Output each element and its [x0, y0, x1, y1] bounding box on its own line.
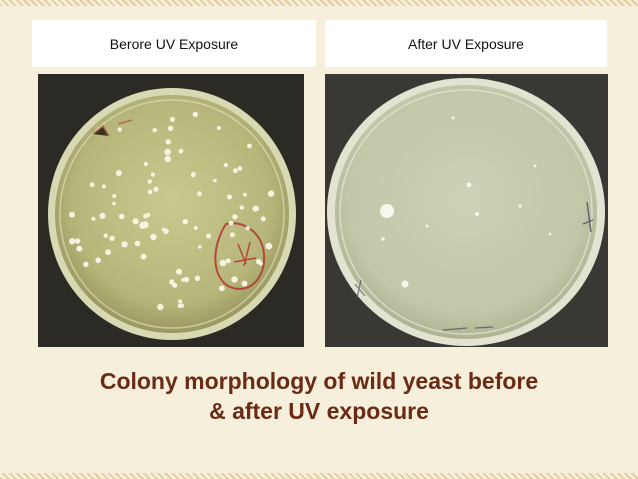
- yeast-colony: [255, 206, 260, 211]
- yeast-colony: [157, 303, 164, 311]
- yeast-colony: [150, 172, 155, 177]
- yeast-colony: [179, 303, 184, 308]
- yeast-colony: [95, 257, 101, 264]
- yeast-colony: [197, 191, 202, 197]
- figure-caption: Colony morphology of wild yeast before &…: [0, 366, 638, 426]
- yeast-colony: [143, 161, 148, 166]
- yeast-colony: [178, 299, 183, 304]
- yeast-colony: [247, 143, 252, 149]
- caption-line-2: & after UV exposure: [209, 398, 429, 424]
- yeast-colony: [141, 221, 149, 229]
- caption-line-1: Colony morphology of wild yeast before: [99, 368, 539, 394]
- yeast-colony: [101, 184, 106, 189]
- yeast-colony: [165, 139, 171, 145]
- yeast-colony: [99, 212, 106, 219]
- before-uv-petri-dish-image: [38, 74, 304, 347]
- yeast-colony: [229, 232, 235, 238]
- yeast-colony: [112, 194, 117, 199]
- yeast-colony: [228, 220, 234, 226]
- yeast-colony: [147, 179, 152, 184]
- yeast-colony: [182, 218, 188, 225]
- yeast-colony: [237, 166, 243, 171]
- yeast-colony: [219, 259, 227, 267]
- after-uv-petri-dish-image: [325, 74, 608, 347]
- yeast-colony: [183, 276, 190, 283]
- yeast-colony: [134, 240, 141, 247]
- yeast-colony: [152, 128, 157, 133]
- yeast-colony: [219, 285, 225, 292]
- yeast-colony: [241, 280, 248, 287]
- yeast-colony: [176, 268, 183, 275]
- yeast-colony: [74, 238, 81, 244]
- yeast-colony: [150, 233, 157, 241]
- yeast-colony: [239, 205, 244, 210]
- yeast-colony: [216, 126, 221, 130]
- yeast-colony: [169, 116, 175, 122]
- before-uv-label: Berore UV Exposure: [109, 35, 239, 52]
- yeast-colony: [243, 192, 247, 197]
- yeast-colony: [191, 172, 196, 177]
- yeast-colony: [117, 127, 122, 132]
- after-uv-petri-dish-photo: [325, 74, 608, 347]
- yeast-colony: [227, 194, 232, 200]
- yeast-colony: [161, 227, 166, 232]
- yeast-colony: [105, 249, 111, 256]
- yeast-colony: [153, 186, 159, 192]
- yeast-colony: [223, 162, 228, 168]
- decorative-border-bottom: [0, 473, 638, 479]
- yeast-colony: [140, 253, 147, 260]
- yeast-colony: [178, 148, 184, 154]
- yeast-colony: [164, 148, 171, 156]
- before-uv-label-box: Berore UV Exposure: [32, 20, 316, 67]
- yeast-colony: [112, 201, 116, 206]
- yeast-colony: [192, 111, 198, 118]
- yeast-colony: [69, 238, 76, 245]
- yeast-colony: [194, 275, 201, 281]
- yeast-colony: [132, 218, 139, 225]
- yeast-colony: [258, 261, 263, 266]
- yeast-colony: [76, 245, 83, 252]
- yeast-colony: [164, 155, 171, 163]
- before-uv-petri-dish-photo: [38, 74, 304, 347]
- yeast-colony: [167, 125, 174, 131]
- yeast-colony: [69, 211, 75, 218]
- yeast-colony: [103, 233, 108, 238]
- yeast-colony: [118, 213, 125, 220]
- yeast-colony: [89, 182, 95, 188]
- yeast-colony: [198, 245, 202, 249]
- yeast-colony: [83, 261, 89, 268]
- yeast-colony: [91, 216, 96, 221]
- yeast-colony: [143, 213, 148, 219]
- yeast-colony: [115, 170, 122, 177]
- yeast-colony: [121, 241, 128, 248]
- yeast-colony: [267, 190, 275, 197]
- yeast-colony: [232, 214, 238, 220]
- yeast-colony: [245, 226, 250, 231]
- after-uv-label-box: After UV Exposure: [325, 20, 607, 67]
- after-uv-label: After UV Exposure: [408, 35, 524, 52]
- yeast-colony: [265, 242, 273, 250]
- yeast-colony: [213, 178, 217, 183]
- yeast-colony: [181, 278, 185, 282]
- yeast-colony: [232, 168, 238, 174]
- yeast-colony: [260, 216, 266, 222]
- yeast-colony: [231, 276, 238, 283]
- decorative-border-top: [0, 0, 638, 6]
- yeast-colony: [109, 235, 115, 242]
- yeast-colony: [205, 233, 212, 239]
- yeast-colony: [193, 225, 198, 230]
- yeast-colony: [169, 279, 175, 285]
- yeast-colony: [147, 189, 153, 195]
- yeast-colony: [225, 258, 231, 264]
